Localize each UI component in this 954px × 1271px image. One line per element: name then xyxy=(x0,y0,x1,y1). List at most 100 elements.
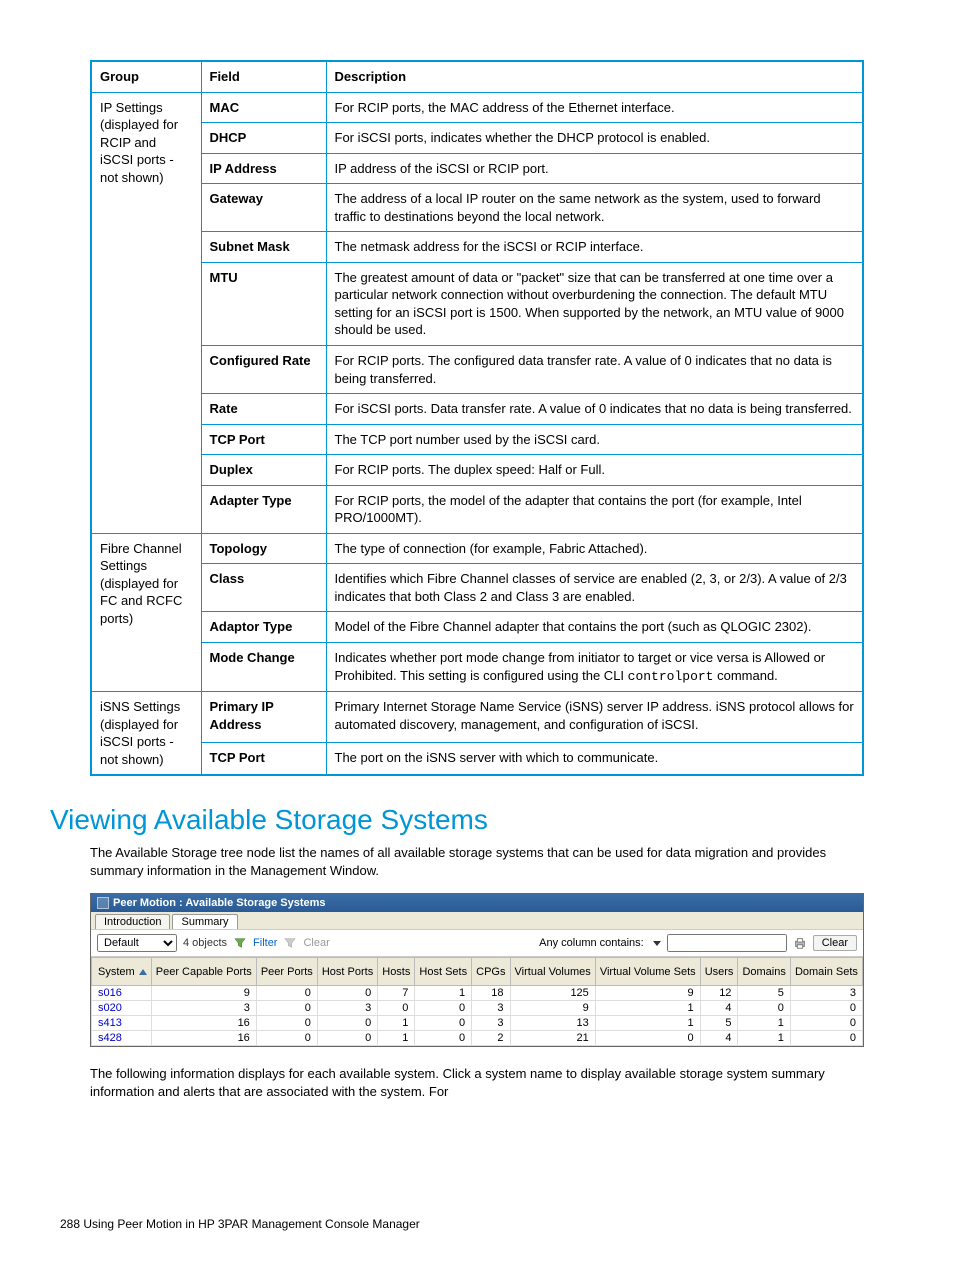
grid-cell: 3 xyxy=(472,1001,510,1016)
col-field: Field xyxy=(201,61,326,92)
field-cell: Adaptor Type xyxy=(201,612,326,643)
grid-cell: 125 xyxy=(510,986,595,1001)
grid-cell: 0 xyxy=(256,1031,317,1046)
description-cell: Primary Internet Storage Name Service (i… xyxy=(326,692,863,743)
grid-column-header[interactable]: Peer Ports xyxy=(256,958,317,986)
col-group: Group xyxy=(91,61,201,92)
field-cell: Gateway xyxy=(201,184,326,232)
field-cell: MAC xyxy=(201,92,326,123)
grid-column-header[interactable]: Peer Capable Ports xyxy=(151,958,256,986)
grid-cell: 16 xyxy=(151,1031,256,1046)
description-cell: For RCIP ports. The duplex speed: Half o… xyxy=(326,455,863,486)
grid-cell: 1 xyxy=(595,1016,700,1031)
grid-cell: 9 xyxy=(510,1001,595,1016)
table-row[interactable]: s4131600103131510 xyxy=(92,1016,863,1031)
system-name-cell[interactable]: s428 xyxy=(92,1031,152,1046)
section-heading: Viewing Available Storage Systems xyxy=(50,804,864,836)
field-cell: Primary IP Address xyxy=(201,692,326,743)
field-cell: IP Address xyxy=(201,153,326,184)
description-cell: The type of connection (for example, Fab… xyxy=(326,533,863,564)
grid-cell: 1 xyxy=(738,1031,790,1046)
grid-cell: 5 xyxy=(700,1016,738,1031)
grid-column-header[interactable]: Virtual Volumes xyxy=(510,958,595,986)
field-cell: Duplex xyxy=(201,455,326,486)
summary-toolbar: Default 4 objects Filter Clear Any colum… xyxy=(91,929,863,957)
description-cell: The TCP port number used by the iSCSI ca… xyxy=(326,424,863,455)
group-cell: iSNS Settings (displayed for iSCSI ports… xyxy=(91,692,201,776)
grid-cell: 0 xyxy=(256,1001,317,1016)
grid-column-header[interactable]: CPGs xyxy=(472,958,510,986)
view-dropdown[interactable]: Default xyxy=(97,934,177,952)
port-settings-table: Group Field Description IP Settings (dis… xyxy=(90,60,864,776)
grid-cell: 0 xyxy=(790,1031,862,1046)
tab-bar: Introduction Summary xyxy=(91,912,863,929)
grid-cell: 0 xyxy=(595,1031,700,1046)
grid-column-header[interactable]: System xyxy=(92,958,152,986)
field-cell: Topology xyxy=(201,533,326,564)
tab-introduction[interactable]: Introduction xyxy=(95,914,170,929)
field-cell: TCP Port xyxy=(201,424,326,455)
grid-cell: 4 xyxy=(700,1031,738,1046)
grid-cell: 0 xyxy=(790,1016,862,1031)
grid-column-header[interactable]: Host Ports xyxy=(317,958,377,986)
field-cell: Mode Change xyxy=(201,643,326,692)
window-title-text: Peer Motion : Available Storage Systems xyxy=(113,897,326,909)
grid-column-header[interactable]: Host Sets xyxy=(415,958,472,986)
grid-cell: 0 xyxy=(256,1016,317,1031)
grid-cell: 0 xyxy=(256,986,317,1001)
grid-cell: 0 xyxy=(317,1016,377,1031)
field-cell: MTU xyxy=(201,262,326,345)
tab-summary[interactable]: Summary xyxy=(172,914,237,929)
table-row[interactable]: s4281600102210410 xyxy=(92,1031,863,1046)
system-name-cell[interactable]: s016 xyxy=(92,986,152,1001)
system-name-cell[interactable]: s413 xyxy=(92,1016,152,1031)
object-count: 4 objects xyxy=(183,937,227,949)
clear-button[interactable]: Clear xyxy=(813,935,857,951)
section-following-paragraph: The following information displays for e… xyxy=(90,1065,864,1100)
grid-cell: 3 xyxy=(472,1016,510,1031)
clear-filter-link: Clear xyxy=(303,937,329,949)
grid-cell: 9 xyxy=(151,986,256,1001)
grid-column-header[interactable]: Hosts xyxy=(378,958,415,986)
description-cell: Identifies which Fibre Channel classes o… xyxy=(326,564,863,612)
grid-cell: 0 xyxy=(790,1001,862,1016)
grid-cell: 5 xyxy=(738,986,790,1001)
grid-cell: 9 xyxy=(595,986,700,1001)
grid-cell: 0 xyxy=(415,1016,472,1031)
filter-icon[interactable] xyxy=(233,936,247,950)
grid-cell: 21 xyxy=(510,1031,595,1046)
filter-input[interactable] xyxy=(667,934,787,952)
system-name-cell[interactable]: s020 xyxy=(92,1001,152,1016)
grid-column-header[interactable]: Domains xyxy=(738,958,790,986)
description-cell: The port on the iSNS server with which t… xyxy=(326,742,863,775)
description-cell: The address of a local IP router on the … xyxy=(326,184,863,232)
grid-cell: 4 xyxy=(700,1001,738,1016)
page-footer: 288 Using Peer Motion in HP 3PAR Managem… xyxy=(60,1217,420,1231)
description-cell: Indicates whether port mode change from … xyxy=(326,643,863,692)
grid-cell: 1 xyxy=(378,1016,415,1031)
grid-column-header[interactable]: Virtual Volume Sets xyxy=(595,958,700,986)
field-cell: Rate xyxy=(201,394,326,425)
table-row[interactable]: s02030300391400 xyxy=(92,1001,863,1016)
grid-cell: 7 xyxy=(378,986,415,1001)
chevron-down-icon[interactable] xyxy=(653,941,661,946)
table-row[interactable]: s016900711812591253 xyxy=(92,986,863,1001)
group-cell: Fibre Channel Settings (displayed for FC… xyxy=(91,533,201,691)
grid-column-header[interactable]: Domain Sets xyxy=(790,958,862,986)
grid-cell: 3 xyxy=(151,1001,256,1016)
print-icon[interactable] xyxy=(793,936,807,950)
clear-filter-icon xyxy=(283,936,297,950)
grid-cell: 0 xyxy=(738,1001,790,1016)
field-cell: Configured Rate xyxy=(201,346,326,394)
group-cell: IP Settings (displayed for RCIP and iSCS… xyxy=(91,92,201,533)
grid-cell: 1 xyxy=(415,986,472,1001)
description-cell: Model of the Fibre Channel adapter that … xyxy=(326,612,863,643)
description-cell: The greatest amount of data or "packet" … xyxy=(326,262,863,345)
description-cell: IP address of the iSCSI or RCIP port. xyxy=(326,153,863,184)
window-icon xyxy=(97,897,109,909)
description-cell: For RCIP ports, the MAC address of the E… xyxy=(326,92,863,123)
description-cell: For RCIP ports. The configured data tran… xyxy=(326,346,863,394)
systems-grid: SystemPeer Capable PortsPeer PortsHost P… xyxy=(91,957,863,1046)
grid-column-header[interactable]: Users xyxy=(700,958,738,986)
filter-link[interactable]: Filter xyxy=(253,937,277,949)
